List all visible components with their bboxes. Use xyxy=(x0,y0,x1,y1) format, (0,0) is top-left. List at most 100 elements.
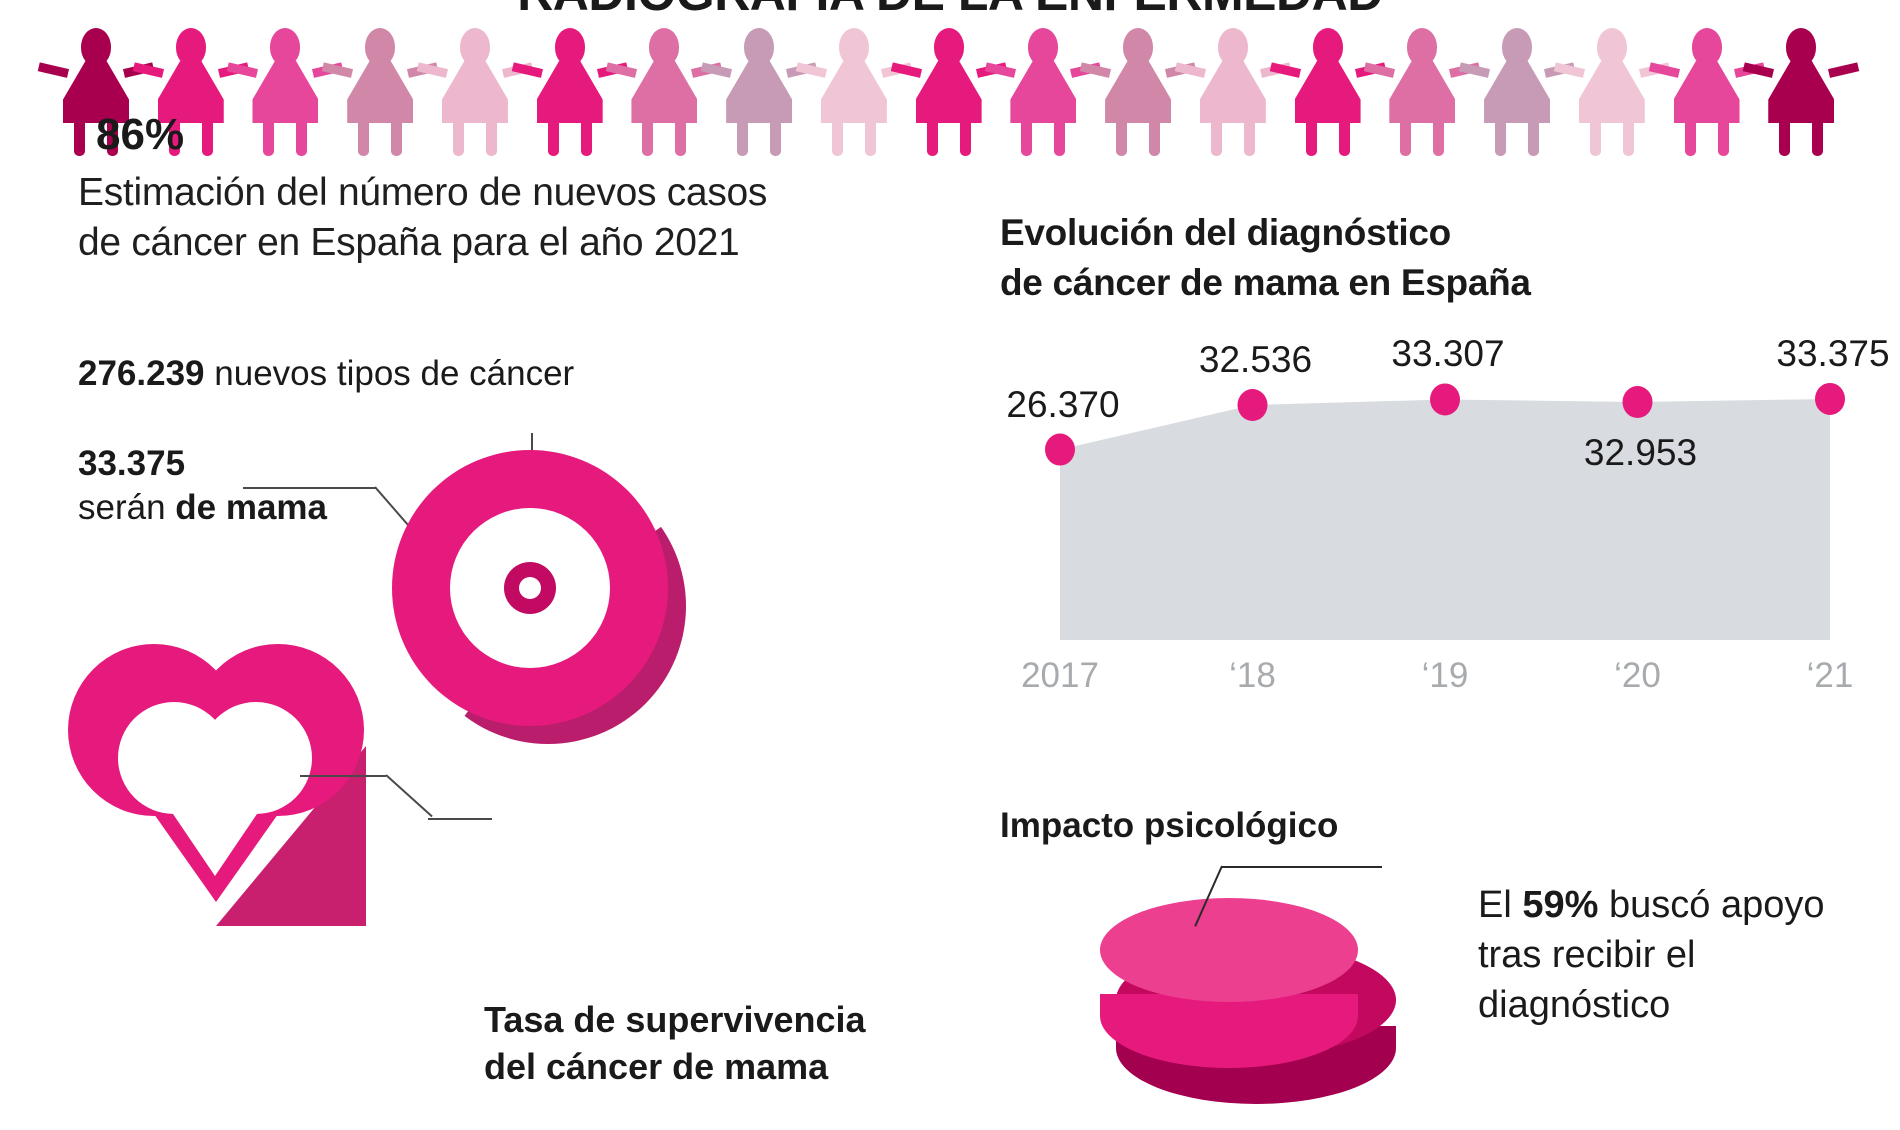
woman-leg-right xyxy=(201,122,213,156)
infographic-root: RADIOGRAFÍA DE LA ENFERMEDAD Estimación … xyxy=(0,0,1900,1104)
heart-inner-point xyxy=(127,746,303,876)
data-point-label: 26.370 xyxy=(1006,383,1120,425)
woman-leg-left xyxy=(926,122,938,156)
woman-dress xyxy=(1578,61,1645,123)
woman-leg-left xyxy=(1684,122,1696,156)
woman-dress xyxy=(631,61,698,123)
data-point-label: 33.375 xyxy=(1776,332,1890,374)
impact-pie-chart xyxy=(1100,880,1430,1130)
data-point-marker xyxy=(1237,389,1268,422)
woman-leg-left xyxy=(737,122,749,156)
data-point-label: 32.953 xyxy=(1583,432,1698,473)
woman-head xyxy=(1596,28,1627,66)
data-point-marker xyxy=(1430,383,1460,416)
x-axis-tick-label: ‘19 xyxy=(1421,656,1469,695)
woman-figure-icon xyxy=(416,28,534,156)
woman-leg-right xyxy=(1149,122,1161,156)
stat-total-cases: 276.239 nuevos tipos de cáncer xyxy=(78,352,574,396)
woman-head xyxy=(270,28,301,66)
woman-figure-icon xyxy=(132,28,249,156)
woman-leg-right xyxy=(1812,122,1824,156)
woman-head xyxy=(1407,28,1438,66)
woman-leg-left xyxy=(168,122,180,156)
woman-figure-icon xyxy=(1269,28,1386,156)
impact-percentage: 59% xyxy=(1522,884,1599,926)
data-point-label: 33.307 xyxy=(1391,333,1505,375)
woman-leg-right xyxy=(1528,122,1540,156)
impact-text-plain-1: El xyxy=(1478,884,1523,926)
woman-arm-left xyxy=(37,62,70,78)
woman-dress xyxy=(1673,61,1740,123)
page-title: RADIOGRAFÍA DE LA ENFERMEDAD xyxy=(0,0,1900,20)
area-fill xyxy=(1060,398,1830,640)
woman-leg-left xyxy=(263,122,275,156)
x-axis-tick-label: 2017 xyxy=(1021,656,1099,695)
evolution-title-line1: Evolución del diagnóstico xyxy=(1000,212,1451,253)
donut-chart xyxy=(392,450,692,744)
stat-total-label: nuevos tipos de cáncer xyxy=(214,354,575,393)
woman-head xyxy=(365,28,396,66)
woman-leg-left xyxy=(452,122,464,156)
woman-leg-right xyxy=(391,122,403,156)
woman-figure-icon xyxy=(890,28,1007,156)
impact-description: El 59% buscó apoyo tras recibir el diagn… xyxy=(1478,880,1898,1030)
pie-leader-horizontal xyxy=(1222,866,1382,868)
evolution-area-chart: 26.370 32.536 33.307 32.953 33.375 2017 ‘18 ‘19… xyxy=(1000,333,1889,760)
heart-chart xyxy=(66,626,396,956)
woman-leg-right xyxy=(1054,122,1066,156)
pie-front-slice xyxy=(1100,898,1358,1068)
woman-head xyxy=(649,28,680,66)
heart-leader-horizontal-2 xyxy=(428,818,492,820)
stat-breast-label-bold: de mama xyxy=(175,488,328,527)
woman-leg-right xyxy=(770,122,782,156)
woman-figure-icon xyxy=(1458,28,1576,156)
woman-leg-right xyxy=(1243,122,1255,156)
woman-leg-right xyxy=(864,122,876,156)
woman-head xyxy=(81,28,111,66)
stat-breast-label-plain: serán xyxy=(78,488,176,527)
x-axis-tick-label: ‘21 xyxy=(1806,656,1854,695)
left-column: Estimación del número de nuevos casos de… xyxy=(78,168,778,268)
woman-leg-left xyxy=(74,122,85,156)
woman-figure-icon xyxy=(700,28,818,156)
heart-leader-horizontal xyxy=(300,775,386,777)
woman-leg-left xyxy=(642,122,654,156)
woman-head xyxy=(1691,28,1722,66)
survival-percentage: 86% xyxy=(96,110,185,159)
woman-head xyxy=(744,28,775,66)
woman-figure-icon xyxy=(37,28,155,156)
woman-dress xyxy=(1010,61,1077,123)
woman-leg-left xyxy=(1779,122,1791,156)
woman-figure-icon xyxy=(1743,28,1860,156)
woman-leg-left xyxy=(547,122,559,156)
donut-inner-hole xyxy=(519,577,541,599)
woman-leg-left xyxy=(1400,122,1412,156)
woman-leg-left xyxy=(358,122,370,156)
woman-leg-right xyxy=(107,122,118,156)
woman-figure-icon xyxy=(227,28,344,156)
woman-dress xyxy=(1105,61,1172,123)
area-chart-svg xyxy=(1045,382,1845,640)
woman-dress xyxy=(1294,61,1361,123)
woman-head xyxy=(933,28,964,66)
data-point-label: 32.536 xyxy=(1198,339,1313,381)
woman-dress xyxy=(347,61,414,123)
woman-dress xyxy=(441,61,508,123)
woman-leg-left xyxy=(1589,122,1601,156)
woman-leg-right xyxy=(959,122,971,156)
woman-leg-right xyxy=(296,122,308,156)
pie-front-side xyxy=(1100,994,1358,1068)
woman-leg-right xyxy=(580,122,592,156)
stat-breast-cases: 33.375 serán de mama xyxy=(78,442,327,530)
woman-leg-left xyxy=(1305,122,1317,156)
heart-inner-cutout xyxy=(118,692,314,888)
woman-leg-right xyxy=(485,122,497,156)
woman-figure-icon xyxy=(1079,28,1197,156)
woman-head xyxy=(459,28,490,66)
woman-leg-right xyxy=(1338,122,1350,156)
heart-shape xyxy=(66,626,366,926)
woman-leg-left xyxy=(1116,122,1128,156)
data-point-marker xyxy=(1622,386,1653,419)
woman-dress xyxy=(1768,61,1835,123)
woman-figure-icon xyxy=(1648,28,1765,156)
